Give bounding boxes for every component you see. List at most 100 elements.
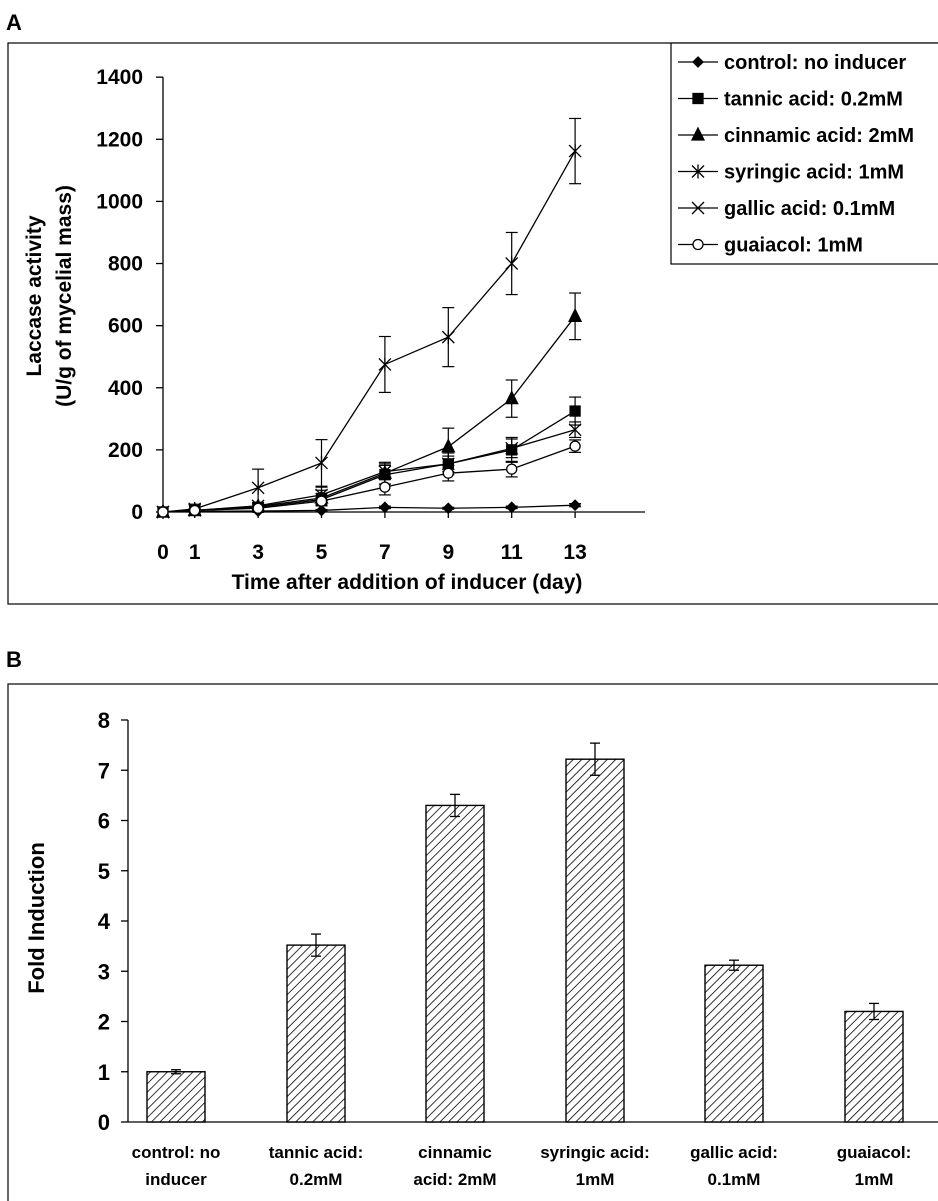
data-point-a <box>378 465 392 479</box>
category-label-b: gallic acid: <box>690 1143 778 1162</box>
category-label-b: syringic acid: <box>540 1143 650 1162</box>
series-a-5 <box>157 439 582 518</box>
bar-b-4 <box>704 959 764 1123</box>
data-point-a-stroke <box>505 441 519 455</box>
category-label-b: 0.1mM <box>708 1170 761 1189</box>
data-point-a <box>378 501 391 514</box>
data-point-a <box>505 441 519 455</box>
category-label-b: control: no <box>132 1143 221 1162</box>
legend-marker-a-stroke <box>691 201 705 215</box>
data-point-a <box>315 455 328 470</box>
data-point-a <box>568 423 582 437</box>
series-line-a <box>162 445 576 513</box>
data-point-a <box>379 481 391 493</box>
legend-box-a <box>670 42 938 265</box>
data-point-a <box>568 307 583 322</box>
legend-item-a: guaiacol: 1mM <box>678 235 863 257</box>
x-tick-label-a: 5 <box>316 541 328 564</box>
panel-a-frame <box>7 42 938 605</box>
y-tick-label-b: 1 <box>98 1060 110 1085</box>
y-tick-label-b: 6 <box>98 809 110 834</box>
y-tick-label-b: 5 <box>98 859 110 884</box>
series-a-4 <box>156 421 582 519</box>
y-tick-label-a: 400 <box>108 377 143 400</box>
data-point-a <box>251 480 265 495</box>
y-tick-label-a: 600 <box>108 315 143 338</box>
y-tick-label-a: 800 <box>108 253 143 276</box>
y-tick-label-a: 0 <box>131 501 143 524</box>
bar-b-3 <box>565 742 625 1123</box>
bar-chart-b: 0 1 2 3 4 5 6 7 8 Fold Induction control: no induce… <box>24 708 938 1189</box>
data-point-a <box>506 463 518 475</box>
bar-b <box>565 758 625 1123</box>
category-label-b: 1mM <box>855 1170 894 1189</box>
legend-label-a: tannic acid: 0.2mM <box>724 89 903 111</box>
y-axis-title-a: (U/g of mycelial mass) <box>53 185 76 407</box>
data-point-a <box>315 495 328 507</box>
y-tick-label-b: 0 <box>98 1110 110 1135</box>
data-point-a-stroke <box>378 465 392 479</box>
data-point-a <box>157 506 169 518</box>
category-label-b: 1mM <box>576 1170 615 1189</box>
legend-marker-a <box>692 56 704 68</box>
bar-b <box>286 944 346 1123</box>
series-a-2 <box>155 292 583 518</box>
y-tick-label-a: 1200 <box>96 128 143 151</box>
y-tick-label-a: 200 <box>108 439 143 462</box>
series-a-3 <box>156 117 582 519</box>
category-label-b: tannic acid: <box>269 1143 363 1162</box>
legend-label-a: cinnamic acid: 2mM <box>724 125 914 147</box>
legend-marker-a <box>691 164 705 179</box>
x-tick-label-a: 0 <box>157 541 169 564</box>
data-point-a <box>189 504 201 517</box>
legend-item-a: control: no inducer <box>678 52 906 74</box>
bar-b-5 <box>844 1002 904 1123</box>
bar-b <box>844 1010 904 1123</box>
category-label-b: guaiacol: <box>837 1143 912 1162</box>
legend-marker-a <box>692 238 704 251</box>
legend-marker-a <box>692 92 704 105</box>
x-tick-label-a: 7 <box>379 541 391 564</box>
x-tick-label-a: 9 <box>442 541 454 564</box>
data-point-a <box>442 502 455 515</box>
x-tick-label-a: 13 <box>563 541 586 564</box>
category-label-b: 0.2mM <box>290 1170 343 1189</box>
panel-b-label: B <box>6 647 22 672</box>
x-tick-label-a: 1 <box>189 541 201 564</box>
data-point-a <box>442 467 454 479</box>
y-tick-label-b: 7 <box>98 758 110 783</box>
data-point-a <box>441 330 455 345</box>
data-point-a <box>505 501 518 514</box>
x-tick-label-a: 3 <box>252 541 264 564</box>
data-point-a <box>569 499 582 512</box>
panel-a-label: A <box>6 10 22 35</box>
legend-item-a: tannic acid: 0.2mM <box>678 89 903 111</box>
data-point-a <box>315 504 328 517</box>
data-point-a <box>505 256 519 271</box>
legend-item-a: gallic acid: 0.1mM <box>678 198 895 220</box>
legend-item-a: syringic acid: 1mM <box>678 162 904 184</box>
y-tick-label-a: 1000 <box>96 190 143 213</box>
series-line-a <box>162 504 576 513</box>
data-point-a <box>504 390 519 405</box>
series-line-a <box>162 315 576 513</box>
y-axis-title-a: Laccase activity <box>23 215 46 376</box>
category-label-b: inducer <box>145 1170 207 1189</box>
legend-label-a: control: no inducer <box>724 52 906 74</box>
data-point-a-stroke <box>441 457 455 471</box>
legend-item-a: cinnamic acid: 2mM <box>678 125 914 147</box>
data-point-a <box>441 438 456 453</box>
series-line-a <box>162 150 576 513</box>
legend-a: control: no inducer tannic acid: 0.2mM cin… <box>670 42 938 265</box>
y-tick-label-a: 1400 <box>96 66 143 89</box>
x-tick-label-a: 11 <box>501 541 524 564</box>
y-tick-label-b: 4 <box>98 909 111 934</box>
y-tick-label-b: 2 <box>98 1010 110 1035</box>
category-label-b: cinnamic <box>418 1143 492 1162</box>
bar-b-2 <box>425 793 485 1123</box>
legend-marker-a <box>690 126 706 141</box>
legend-label-a: gallic acid: 0.1mM <box>724 198 895 220</box>
bar-b-1 <box>286 933 346 1123</box>
